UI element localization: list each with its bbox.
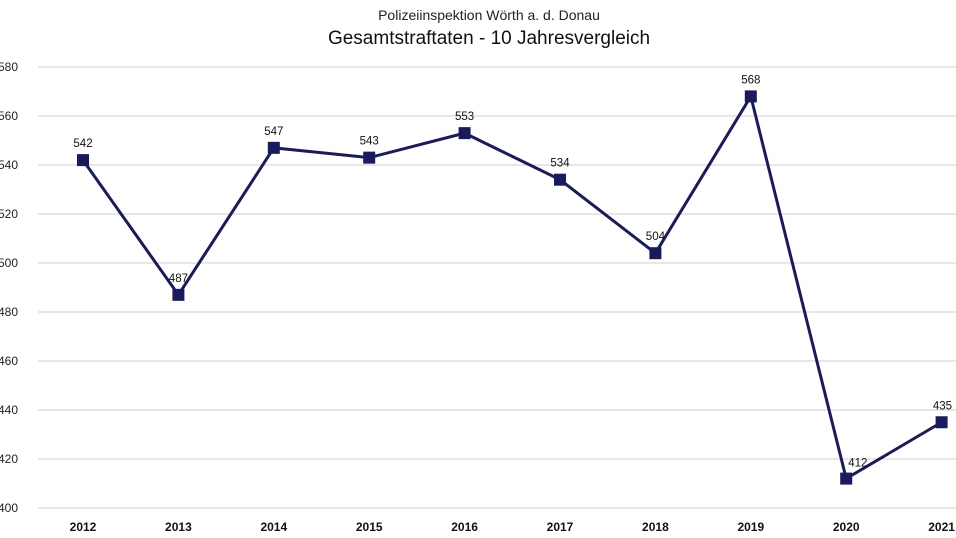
x-tick-label: 2016 [451, 520, 478, 534]
data-label: 435 [933, 400, 952, 412]
data-point [172, 288, 185, 301]
y-tick-label: 500 [0, 256, 18, 270]
x-tick-label: 2021 [928, 520, 955, 534]
x-tick-label: 2013 [165, 520, 192, 534]
data-label: 504 [646, 231, 666, 243]
y-tick-label: 520 [0, 207, 18, 221]
data-point [554, 173, 566, 186]
data-label: 534 [550, 158, 570, 170]
x-axis-ticks: 2012 2013 2014 2015 2016 2017 2018 2019 2020 2021 [70, 520, 956, 534]
x-tick-label: 2020 [833, 520, 860, 534]
y-tick-label: 560 [0, 109, 18, 123]
y-tick-label: 400 [0, 501, 18, 515]
series-line [81, 92, 943, 481]
x-tick-label: 2018 [642, 520, 669, 534]
data-point [458, 127, 471, 140]
data-point [744, 90, 757, 103]
data-label: 412 [848, 458, 867, 470]
data-label: 543 [360, 136, 379, 148]
y-tick-label: 580 [0, 60, 18, 74]
y-tick-label: 460 [0, 354, 18, 368]
data-point [363, 151, 376, 164]
x-tick-label: 2019 [737, 520, 764, 534]
data-labels: 542 487 547 543 553 534 504 568 412 435 [73, 74, 952, 469]
y-axis-ticks: 400 420 440 460 480 500 520 540 560 580 [0, 60, 18, 515]
chart-supertitle: Polizeiinspektion Wörth a. d. Donau [378, 7, 600, 23]
y-tick-label: 540 [0, 158, 18, 172]
gridlines [38, 66, 956, 509]
x-tick-label: 2015 [356, 520, 383, 534]
chart-title: Gesamtstraftaten - 10 Jahresvergleich [328, 28, 650, 49]
data-point [935, 416, 948, 429]
y-tick-label: 440 [0, 403, 18, 417]
data-point [840, 472, 853, 485]
y-tick-label: 420 [0, 452, 18, 466]
y-tick-label: 480 [0, 305, 18, 319]
data-label: 553 [455, 111, 474, 123]
data-label: 568 [741, 74, 760, 86]
x-tick-label: 2014 [260, 520, 287, 534]
series-layer [77, 90, 948, 485]
data-point [267, 141, 280, 154]
x-tick-label: 2017 [547, 520, 574, 534]
data-point [649, 247, 662, 260]
data-label: 487 [169, 273, 188, 285]
data-label: 542 [73, 138, 92, 150]
data-label: 547 [264, 126, 283, 138]
x-tick-label: 2012 [70, 520, 97, 534]
data-point [77, 154, 89, 167]
